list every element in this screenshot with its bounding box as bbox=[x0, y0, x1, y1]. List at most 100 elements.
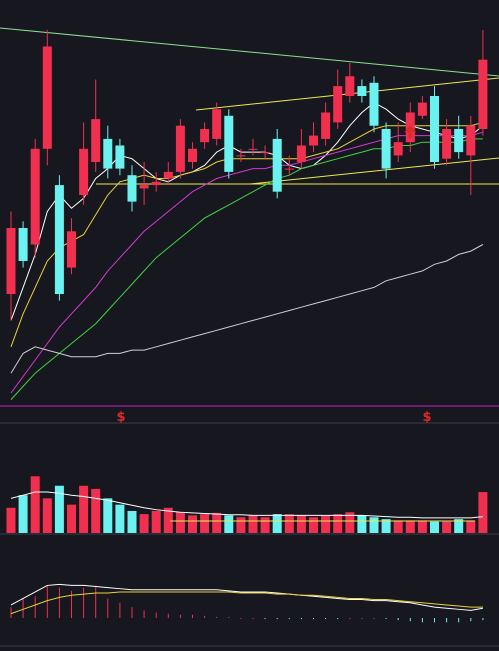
candle bbox=[454, 115, 464, 159]
dollar-marker-1[interactable]: $ bbox=[116, 410, 125, 425]
ma5-line bbox=[10, 101, 484, 321]
candle-body bbox=[260, 152, 270, 154]
price-panel bbox=[0, 27, 499, 647]
candle bbox=[151, 171, 161, 192]
candle bbox=[260, 145, 270, 159]
volume-bar bbox=[163, 507, 173, 533]
candle bbox=[115, 138, 125, 176]
candle-body bbox=[369, 82, 379, 126]
candle bbox=[478, 30, 488, 136]
volume-bar bbox=[369, 517, 379, 533]
volume-bar bbox=[454, 519, 464, 533]
candle bbox=[369, 76, 379, 133]
candle bbox=[357, 79, 367, 103]
candle-body bbox=[417, 102, 427, 116]
candle-body bbox=[115, 145, 125, 169]
candle bbox=[296, 129, 306, 169]
volume-bar bbox=[284, 514, 294, 533]
candle-body bbox=[430, 96, 439, 162]
candle-body bbox=[466, 125, 476, 156]
ma20-line bbox=[10, 131, 484, 394]
volume-bar bbox=[127, 510, 137, 533]
candle bbox=[6, 211, 16, 321]
candle-body bbox=[91, 119, 101, 162]
candle bbox=[91, 79, 101, 172]
volume-bar bbox=[200, 514, 210, 533]
dollar-marker-2[interactable]: $ bbox=[422, 410, 431, 425]
candle-body bbox=[357, 86, 367, 96]
ma60-line bbox=[10, 244, 484, 374]
macd-dif-line bbox=[10, 583, 483, 611]
volume-bar bbox=[175, 512, 185, 533]
candle-body bbox=[393, 142, 403, 156]
candle bbox=[333, 69, 343, 129]
candle bbox=[163, 162, 173, 186]
candle-body bbox=[54, 185, 64, 294]
candle-body bbox=[309, 135, 318, 146]
up-arrow-marker bbox=[404, 125, 417, 133]
candle-body bbox=[224, 115, 234, 172]
volume-bar bbox=[321, 515, 331, 533]
candle-body bbox=[103, 138, 113, 169]
candle bbox=[284, 155, 294, 176]
candle-body bbox=[454, 129, 464, 153]
candle-body bbox=[18, 228, 28, 261]
candle bbox=[188, 142, 197, 169]
candle-body bbox=[272, 138, 282, 192]
candle bbox=[417, 96, 427, 120]
candle bbox=[345, 63, 355, 103]
volume-bar bbox=[67, 504, 76, 533]
volume-bar bbox=[91, 488, 101, 533]
volume-bar bbox=[478, 492, 488, 533]
volume-ma-line bbox=[10, 491, 483, 519]
candle bbox=[103, 125, 113, 179]
volume-bar bbox=[115, 504, 125, 533]
up-arrow-stem bbox=[408, 132, 413, 139]
candle bbox=[127, 165, 137, 212]
candle bbox=[79, 122, 89, 205]
candle-body bbox=[284, 168, 294, 170]
candle-body bbox=[151, 181, 161, 186]
candle-body bbox=[321, 112, 331, 139]
candle-body bbox=[127, 175, 137, 202]
candle-body bbox=[79, 148, 89, 195]
candle-body bbox=[163, 171, 173, 179]
volume-bar bbox=[381, 519, 391, 533]
volume-bar bbox=[357, 515, 367, 533]
volume-bar bbox=[466, 520, 476, 533]
volume-bar bbox=[139, 514, 149, 533]
candle bbox=[466, 115, 476, 195]
macd-panel bbox=[10, 583, 484, 623]
candle-body bbox=[188, 148, 197, 162]
candle-body bbox=[442, 129, 452, 159]
volume-bar bbox=[248, 515, 258, 533]
candle bbox=[224, 109, 234, 179]
candle-body bbox=[236, 155, 246, 157]
candle-body bbox=[212, 109, 222, 139]
trendline-green bbox=[0, 27, 499, 77]
candle bbox=[42, 30, 52, 166]
ma10-line bbox=[10, 121, 484, 347]
volume-bar bbox=[236, 517, 246, 533]
volume-bar bbox=[188, 515, 197, 533]
candle bbox=[54, 175, 64, 301]
volume-bar bbox=[54, 485, 64, 533]
candle-body bbox=[345, 76, 355, 96]
candle-body bbox=[139, 185, 149, 189]
candle-body bbox=[381, 129, 391, 169]
macd-dea-line bbox=[10, 591, 483, 615]
candle-body bbox=[478, 59, 488, 130]
volume-bar bbox=[296, 515, 306, 533]
candle-body bbox=[30, 148, 40, 245]
volume-bar bbox=[224, 515, 234, 533]
volume-bar bbox=[430, 521, 439, 533]
volume-bar bbox=[309, 517, 318, 533]
candle bbox=[393, 122, 403, 162]
candle-body bbox=[296, 145, 306, 162]
channel-lower-line bbox=[249, 157, 499, 185]
volume-bar bbox=[6, 507, 16, 533]
volume-bar bbox=[345, 512, 355, 533]
candle-body bbox=[175, 125, 185, 172]
